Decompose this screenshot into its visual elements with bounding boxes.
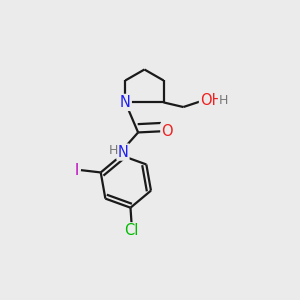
- Text: H: H: [109, 144, 118, 158]
- Text: Cl: Cl: [124, 223, 139, 238]
- Text: O: O: [161, 124, 173, 139]
- Text: H: H: [219, 94, 228, 106]
- Text: I: I: [75, 163, 79, 178]
- Text: OH: OH: [200, 93, 223, 108]
- Text: N: N: [118, 145, 128, 160]
- Text: N: N: [120, 95, 131, 110]
